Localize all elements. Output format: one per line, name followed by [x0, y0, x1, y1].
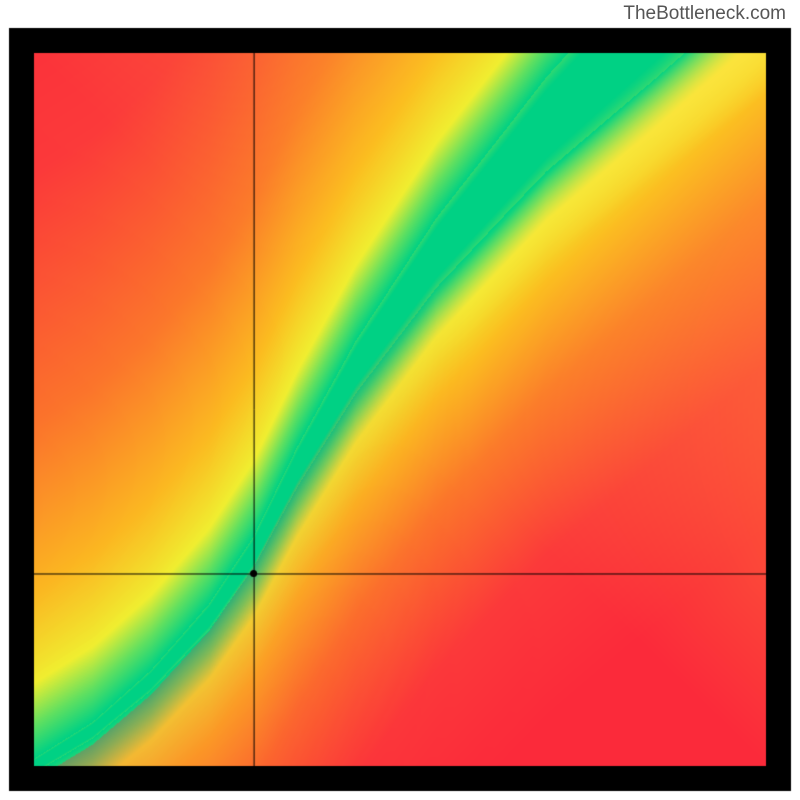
heatmap-canvas	[0, 0, 800, 800]
chart-container: TheBottleneck.com	[0, 0, 800, 800]
watermark-text: TheBottleneck.com	[623, 3, 786, 25]
